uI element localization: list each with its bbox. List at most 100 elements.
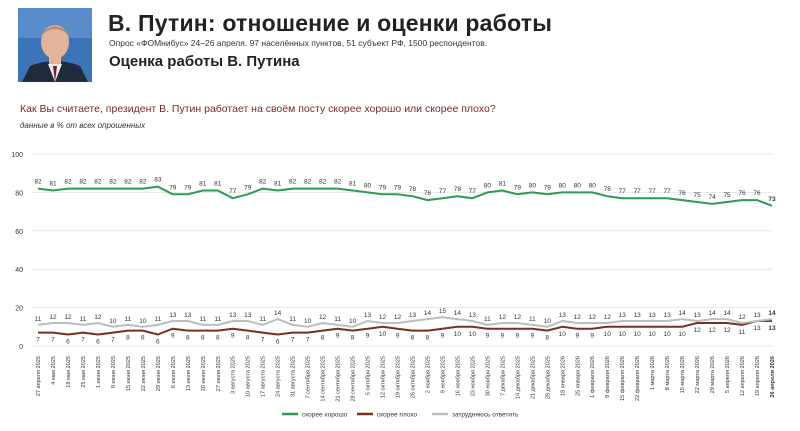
x-tick-label: 28 сентября 2025 — [351, 356, 357, 402]
data-label: 10 — [109, 318, 117, 325]
x-tick-label: 25 января 2026 — [575, 356, 581, 396]
data-label: 81 — [199, 180, 207, 187]
data-label: 12 — [693, 327, 701, 334]
data-label: 80 — [589, 182, 597, 189]
data-label: 10 — [304, 318, 312, 325]
data-label: 12 — [319, 314, 327, 321]
x-tick-label: 8 марта 2026 — [665, 356, 671, 390]
data-label: 7 — [51, 337, 55, 344]
x-tick-label: 12 октября 2025 — [381, 356, 387, 398]
data-label: 10 — [634, 331, 642, 338]
data-label: 8 — [246, 335, 250, 342]
x-tick-label: 2 ноября 2025 — [425, 356, 431, 393]
data-label: 14 — [454, 310, 462, 317]
x-tick-label: 1 июня 2025 — [96, 356, 102, 388]
data-label: 13 — [244, 312, 252, 319]
x-tick-label: 21 сентября 2025 — [336, 356, 342, 402]
data-label: 11 — [739, 329, 746, 336]
x-tick-label: 26 апреля 2026 — [770, 356, 776, 398]
y-axis-ticks: 0 20 40 60 80 100 — [11, 152, 23, 351]
data-label: 8 — [216, 335, 220, 342]
data-label: 76 — [738, 190, 746, 197]
x-tick-label: 29 марта 2026 — [710, 356, 716, 393]
data-label: 81 — [499, 180, 507, 187]
series-line — [37, 185, 773, 207]
data-label: 6 — [96, 338, 100, 345]
data-label: 12 — [738, 314, 746, 321]
data-label: 12 — [589, 314, 597, 321]
data-label: 82 — [34, 179, 42, 186]
data-label: 80 — [529, 182, 537, 189]
data-label: 12 — [94, 314, 102, 321]
data-label: 82 — [304, 179, 312, 186]
data-label: 76 — [424, 190, 432, 197]
data-label: 13 — [364, 312, 372, 319]
data-label: 82 — [124, 179, 132, 186]
data-label: 8 — [141, 335, 145, 342]
data-label: 9 — [531, 333, 535, 340]
x-tick-label: 22 июня 2025 — [141, 356, 147, 391]
data-label: 8 — [321, 335, 325, 342]
data-label: 82 — [259, 179, 267, 186]
series-line — [37, 316, 773, 328]
data-label: 10 — [454, 331, 462, 338]
x-tick-label: 1 февраля 2026 — [590, 356, 596, 398]
y-tick-label: 20 — [15, 306, 23, 313]
data-label: 13 — [184, 312, 192, 319]
y-tick-label: 80 — [15, 190, 23, 197]
data-label: 9 — [171, 333, 175, 340]
data-label: 7 — [111, 337, 115, 344]
x-tick-label: 27 июля 2025 — [216, 356, 222, 391]
data-label: 11 — [125, 316, 132, 323]
data-label: 11 — [259, 316, 266, 323]
data-label: 7 — [36, 337, 40, 344]
data-label: 14 — [723, 310, 731, 317]
x-tick-label: 9 ноября 2025 — [440, 356, 446, 393]
data-label: 13 — [469, 312, 477, 319]
y-tick-label: 0 — [19, 344, 23, 351]
survey-subtitle: Опрос «ФОМнибус» 24–26 апреля. 97 населё… — [109, 38, 488, 48]
x-tick-label: 7 сентября 2025 — [306, 356, 312, 399]
x-tick-label: 3 августа 2025 — [231, 356, 237, 394]
x-tick-label: 29 июня 2025 — [156, 356, 162, 391]
data-label: 12 — [604, 314, 612, 321]
x-tick-label: 23 ноября 2025 — [470, 356, 476, 396]
data-label: 11 — [484, 316, 491, 323]
data-label: 11 — [214, 316, 221, 323]
data-label: 14 — [679, 310, 687, 317]
legend-label: скорее хорошо — [302, 412, 348, 419]
data-label: 10 — [559, 331, 567, 338]
data-label: 10 — [679, 331, 687, 338]
data-label: 82 — [64, 179, 72, 186]
data-label: 9 — [441, 333, 445, 340]
x-tick-label: 31 августа 2025 — [291, 356, 297, 397]
data-label: 12 — [394, 314, 402, 321]
data-label: 12 — [379, 314, 387, 321]
data-label: 7 — [291, 337, 295, 344]
data-label: 11 — [334, 316, 341, 323]
data-label: 7 — [261, 337, 265, 344]
data-label: 8 — [545, 335, 549, 342]
data-label: 79 — [514, 184, 522, 191]
data-label: 11 — [289, 316, 296, 323]
data-label: 80 — [574, 182, 582, 189]
x-tick-label: 25 мая 2025 — [81, 356, 87, 388]
data-label: 77 — [619, 188, 627, 195]
x-tick-label: 4 мая 2025 — [51, 356, 57, 385]
data-label: 82 — [94, 179, 102, 186]
data-label: 77 — [649, 188, 657, 195]
data-label: 13 — [634, 312, 642, 319]
data-label: 79 — [169, 184, 177, 191]
data-label: 14 — [708, 310, 716, 317]
data-label: 14 — [424, 310, 432, 317]
x-tick-label: 15 февраля 2026 — [620, 356, 626, 401]
data-label: 13 — [693, 312, 701, 319]
x-tick-label: 28 декабря 2025 — [545, 356, 551, 399]
data-label: 7 — [81, 337, 85, 344]
president-photo — [18, 8, 92, 82]
data-label: 13 — [768, 325, 776, 332]
data-label: 80 — [559, 182, 567, 189]
data-label: 13 — [559, 312, 567, 319]
data-label: 82 — [79, 179, 87, 186]
